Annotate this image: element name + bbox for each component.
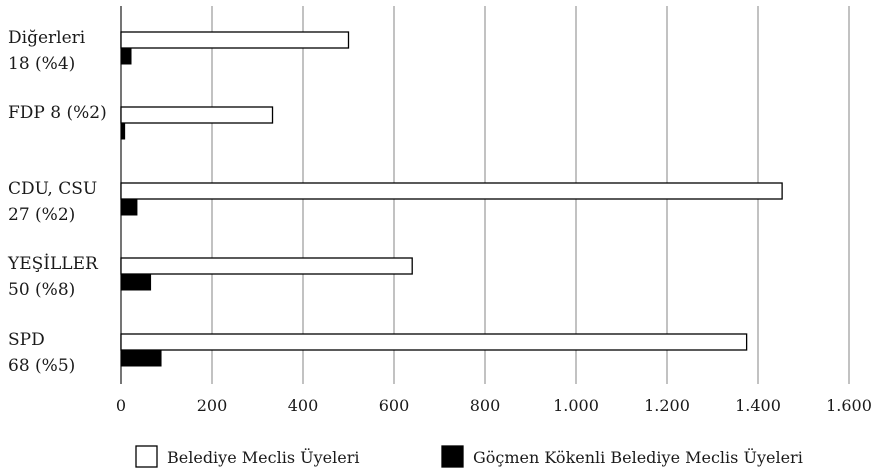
legend: Belediye Meclis Üyeleri Göçmen Kökenli Be…	[135, 445, 803, 468]
x-axis-ticks: 0 200 400 600 800 1.000 1.200 1.400 1.600	[116, 396, 872, 415]
bar-gocmen-kokenli-belediye-meclis-uyeleri	[120, 349, 162, 367]
bar-gocmen-kokenli-belediye-meclis-uyeleri	[120, 273, 152, 291]
category-label: YEŞİLLER	[7, 253, 99, 274]
category-label: 18 (%4)	[8, 54, 75, 74]
x-tick-label: 1.600	[826, 396, 872, 415]
x-tick-label: 800	[470, 396, 501, 415]
category-label: FDP 8 (%2)	[8, 103, 107, 123]
bar-gocmen-kokenli-belediye-meclis-uyeleri	[120, 198, 138, 216]
category-label: 50 (%8)	[8, 280, 75, 300]
bar-belediye-meclis-uyeleri	[120, 182, 783, 200]
category-label: Diğerleri	[8, 28, 86, 48]
bar-gocmen-kokenli-belediye-meclis-uyeleri	[120, 47, 132, 65]
x-tick-label: 0	[116, 396, 126, 415]
bars	[120, 31, 783, 367]
x-tick-label: 1.400	[735, 396, 781, 415]
bar-belediye-meclis-uyeleri	[120, 106, 274, 124]
bar-gocmen-kokenli-belediye-meclis-uyeleri	[120, 122, 126, 140]
category-label: SPD	[8, 330, 45, 350]
x-tick-label: 1.000	[553, 396, 599, 415]
bar-belediye-meclis-uyeleri	[120, 333, 748, 351]
x-tick-label: 200	[197, 396, 228, 415]
x-tick-label: 600	[379, 396, 410, 415]
x-tick-label: 400	[288, 396, 319, 415]
category-label: CDU, CSU	[8, 179, 97, 199]
category-labels: Diğerleri 18 (%4) FDP 8 (%2) CDU, CSU 27 (%2…	[7, 28, 107, 376]
category-label: 27 (%2)	[8, 205, 75, 225]
legend-label: Belediye Meclis Üyeleri	[167, 447, 359, 467]
category-label: 68 (%5)	[8, 356, 75, 376]
legend-swatch	[135, 445, 158, 468]
x-tick-label: 1.200	[644, 396, 690, 415]
legend-swatch	[441, 445, 464, 468]
bar-belediye-meclis-uyeleri	[120, 31, 350, 49]
bar-belediye-meclis-uyeleri	[120, 257, 413, 275]
legend-label: Göçmen Kökenli Belediye Meclis Üyeleri	[473, 447, 803, 467]
